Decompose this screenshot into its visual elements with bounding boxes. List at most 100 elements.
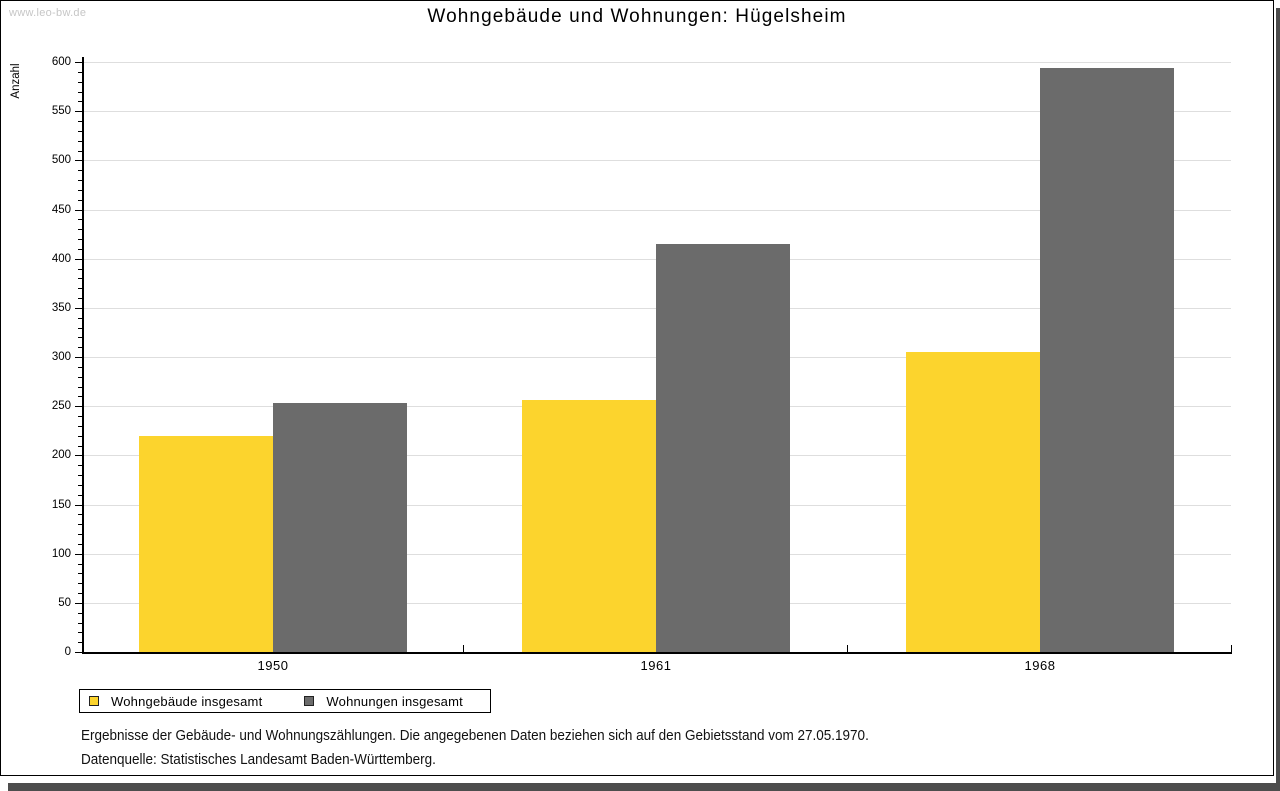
gridline	[84, 160, 1231, 162]
y-minor-tick	[78, 91, 82, 93]
y-minor-tick	[78, 376, 82, 378]
y-minor-tick	[78, 81, 82, 83]
gridline	[84, 111, 1231, 113]
y-tick-label: 400	[51, 252, 71, 265]
y-tick-label: 450	[51, 203, 71, 216]
y-minor-tick	[78, 563, 82, 565]
y-major-tick	[75, 357, 82, 358]
y-minor-tick	[78, 268, 82, 270]
y-major-tick	[75, 160, 82, 162]
y-tick-label: 150	[51, 498, 71, 511]
y-minor-tick	[78, 189, 82, 191]
y-minor-tick	[78, 524, 82, 526]
y-major-tick	[75, 307, 82, 309]
x-boundary-tick	[463, 645, 464, 652]
y-minor-tick	[78, 416, 82, 417]
x-tick-label: 1968	[1024, 658, 1056, 673]
y-minor-tick	[78, 543, 82, 545]
page-shadow-bottom	[8, 783, 1280, 791]
y-minor-tick	[78, 317, 82, 319]
y-minor-tick	[78, 534, 82, 535]
y-minor-tick	[78, 475, 82, 476]
y-tick-label: 100	[51, 547, 71, 560]
bar-1961-series-0	[522, 400, 656, 652]
bar-1968-series-0	[906, 352, 1040, 652]
y-tick-label: 350	[51, 301, 71, 314]
y-minor-tick	[78, 583, 82, 585]
bar-1950-series-0	[139, 435, 273, 652]
footnote-data-source: Datenquelle: Statistisches Landesamt Bad…	[81, 751, 436, 768]
y-minor-tick	[78, 298, 82, 299]
y-major-tick	[75, 62, 82, 63]
y-minor-tick	[78, 494, 82, 496]
y-tick-label: 550	[51, 105, 71, 118]
y-minor-tick	[78, 612, 82, 614]
y-minor-tick	[78, 514, 82, 516]
y-minor-tick	[78, 445, 82, 447]
x-boundary-tick	[847, 645, 848, 652]
y-tick-label: 50	[58, 596, 71, 609]
y-minor-tick	[78, 199, 82, 201]
y-minor-tick	[78, 622, 82, 624]
y-minor-tick	[78, 593, 82, 594]
y-minor-tick	[78, 573, 82, 575]
y-tick-label: 500	[51, 154, 71, 167]
y-minor-tick	[78, 425, 82, 427]
footnote-source-note: Ergebnisse der Gebäude- und Wohnungszähl…	[81, 727, 869, 744]
y-major-tick	[75, 406, 82, 408]
bar-1950-series-1	[273, 403, 407, 652]
page-shadow-right	[1276, 8, 1280, 791]
y-major-tick	[75, 209, 82, 211]
y-minor-tick	[78, 484, 82, 486]
y-minor-tick	[78, 229, 82, 231]
plot-area: 0 50 100 150 200 250 300 350 400 450 500 550 600 1950…	[1, 1, 1273, 775]
y-minor-tick	[78, 632, 82, 634]
gridline	[84, 209, 1231, 211]
x-boundary-tick	[1231, 645, 1232, 652]
y-minor-tick	[78, 180, 82, 181]
y-tick-label: 300	[51, 351, 71, 363]
y-minor-tick	[78, 347, 82, 349]
bar-1968-series-1	[1040, 67, 1174, 652]
y-major-tick	[75, 111, 82, 113]
y-tick-label: 600	[51, 56, 71, 68]
y-tick-label: 200	[51, 449, 71, 462]
y-tick-label: 0	[64, 646, 71, 658]
y-minor-tick	[78, 366, 82, 368]
y-minor-tick	[78, 337, 82, 339]
legend-item-wohngebaeude: Wohngebäude insgesamt	[89, 694, 262, 709]
y-minor-tick	[78, 288, 82, 290]
y-major-tick	[75, 652, 82, 653]
y-minor-tick	[78, 239, 82, 240]
y-minor-tick	[78, 396, 82, 398]
y-major-tick	[75, 504, 82, 506]
legend-swatch-gray	[304, 696, 315, 706]
watermark: www.leo-bw.de	[9, 7, 87, 19]
y-minor-tick	[78, 219, 82, 221]
y-minor-tick	[78, 130, 82, 132]
y-major-tick	[75, 258, 82, 260]
gridline	[84, 62, 1231, 63]
legend-item-wohnungen: Wohnungen insgesamt	[304, 694, 463, 709]
y-major-tick	[75, 455, 82, 457]
y-minor-tick	[78, 248, 82, 250]
y-minor-tick	[78, 465, 82, 467]
chart-title: Wohngebäude und Wohnungen: Hügelsheim	[427, 6, 847, 27]
y-minor-tick	[78, 642, 82, 644]
x-tick-label: 1961	[640, 658, 672, 673]
x-tick-label: 1950	[257, 658, 289, 673]
x-axis-line	[82, 652, 1232, 654]
legend: Wohngebäude insgesamt Wohnungen insgesam…	[79, 689, 491, 713]
y-minor-tick	[78, 435, 82, 437]
y-tick-label: 250	[51, 400, 71, 413]
y-major-tick	[75, 602, 82, 604]
chart-page: www.leo-bw.de Wohngebäude und Wohnungen:…	[0, 0, 1274, 776]
y-major-tick	[75, 553, 82, 555]
legend-swatch-yellow	[89, 696, 99, 706]
legend-label: Wohnungen insgesamt	[326, 693, 463, 709]
y-minor-tick	[78, 71, 82, 73]
y-minor-tick	[78, 101, 82, 103]
bar-1961-series-1	[656, 243, 790, 652]
y-minor-tick	[78, 140, 82, 142]
y-minor-tick	[78, 278, 82, 280]
